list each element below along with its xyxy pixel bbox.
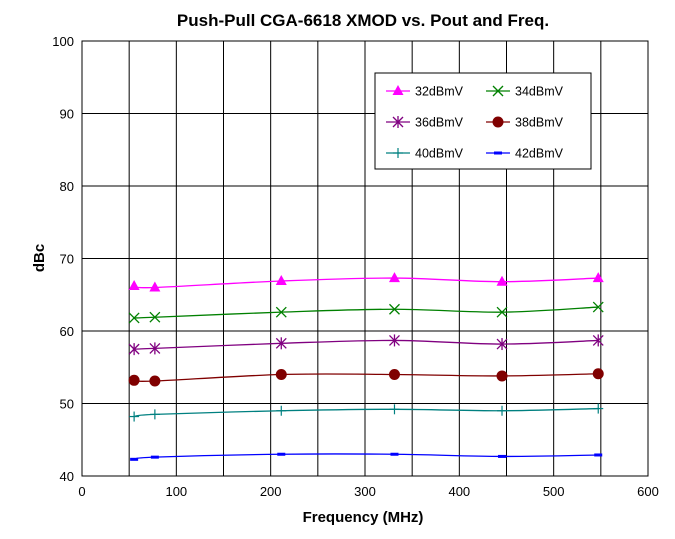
marker-stroke	[275, 306, 287, 318]
y-tick-label: 40	[60, 469, 74, 484]
data-point	[150, 455, 159, 459]
x-tick-label: 100	[165, 484, 187, 499]
legend-item: 36dBmV	[386, 116, 464, 130]
legend-item: 32dBmV	[386, 85, 464, 99]
legend-marker	[494, 151, 502, 155]
series-32dBmV	[128, 272, 604, 292]
data-point	[498, 454, 507, 458]
legend-marker	[492, 116, 504, 128]
legend-marker	[393, 148, 403, 158]
x-axis-label: Frequency (MHz)	[303, 509, 424, 526]
legend-label: 38dBmV	[515, 116, 564, 130]
data-point	[388, 369, 400, 380]
data-point	[276, 405, 287, 416]
data-point	[592, 368, 604, 380]
data-point	[592, 301, 604, 313]
chart-title: Push-Pull CGA-6618 XMOD vs. Pout and Fre…	[177, 11, 549, 30]
legend-item: 34dBmV	[486, 85, 564, 99]
legend-marker	[392, 85, 404, 95]
legend-item: 38dBmV	[486, 116, 564, 130]
x-tick-label: 300	[354, 484, 376, 499]
legend-item: 40dBmV	[386, 147, 464, 161]
data-point	[593, 403, 604, 414]
data-point	[390, 452, 399, 456]
legend-label: 42dBmV	[515, 147, 564, 161]
legend-item: 42dBmV	[486, 147, 564, 161]
data-point	[128, 343, 140, 356]
y-axis-label: dBc	[31, 244, 48, 272]
data-point	[388, 272, 400, 283]
data-point	[149, 281, 161, 292]
series-42dBmV	[130, 452, 603, 461]
x-tick-label: 500	[543, 484, 565, 499]
marker-stroke	[592, 301, 604, 313]
legend-marker	[392, 116, 404, 128]
y-tick-label: 90	[60, 107, 74, 122]
data-point	[128, 280, 140, 291]
data-point	[149, 375, 161, 387]
data-point	[149, 342, 161, 355]
y-tick-label: 70	[60, 252, 74, 267]
marker-stroke	[389, 303, 400, 315]
data-point	[275, 306, 287, 318]
data-point	[149, 311, 161, 323]
legend-label: 40dBmV	[415, 147, 464, 161]
tick-labels: 40 50 60 70 80 90 100 0 100 200 300 400 500 600	[52, 34, 659, 499]
marker-stroke	[128, 312, 140, 324]
data-point	[592, 334, 604, 347]
data-point	[594, 453, 603, 457]
x-tick-label: 0	[78, 484, 85, 499]
legend-box	[374, 72, 592, 170]
plot-frame	[81, 40, 649, 477]
data-point	[275, 274, 287, 285]
data-point	[496, 306, 508, 318]
y-tick-label: 60	[60, 324, 74, 339]
series-38dBmV	[128, 368, 604, 387]
legend-label: 36dBmV	[415, 116, 464, 130]
data-point	[277, 452, 286, 456]
data-point	[130, 457, 139, 461]
x-tick-label: 200	[260, 484, 282, 499]
data-point	[275, 337, 287, 350]
data-point	[275, 369, 287, 380]
series-layer	[128, 272, 604, 461]
data-point	[496, 370, 508, 382]
y-tick-label: 50	[60, 397, 74, 412]
data-point	[496, 275, 508, 286]
x-tick-label: 600	[637, 484, 659, 499]
data-point	[129, 411, 140, 422]
data-point	[592, 272, 604, 283]
series-36dBmV	[128, 334, 604, 356]
marker-stroke	[496, 306, 508, 318]
legend-label: 32dBmV	[415, 85, 464, 99]
data-point	[496, 338, 508, 351]
data-point	[128, 374, 140, 386]
series-40dBmV	[129, 403, 604, 422]
y-tick-label: 100	[52, 34, 74, 49]
marker-stroke	[492, 85, 504, 97]
data-point	[389, 303, 400, 315]
x-tick-label: 400	[448, 484, 470, 499]
data-point	[149, 409, 160, 420]
data-point	[389, 334, 400, 347]
legend-marker	[492, 85, 504, 97]
legend-label: 34dBmV	[515, 85, 564, 99]
series-34dBmV	[128, 301, 604, 324]
marker-stroke	[149, 311, 161, 323]
legend: 32dBmV 34dBmV 36dBmV 38dBmV 40dBmV 42dBmV	[374, 72, 592, 170]
data-point	[128, 312, 140, 324]
data-point	[497, 405, 508, 416]
y-tick-label: 80	[60, 179, 74, 194]
data-point	[389, 404, 400, 415]
